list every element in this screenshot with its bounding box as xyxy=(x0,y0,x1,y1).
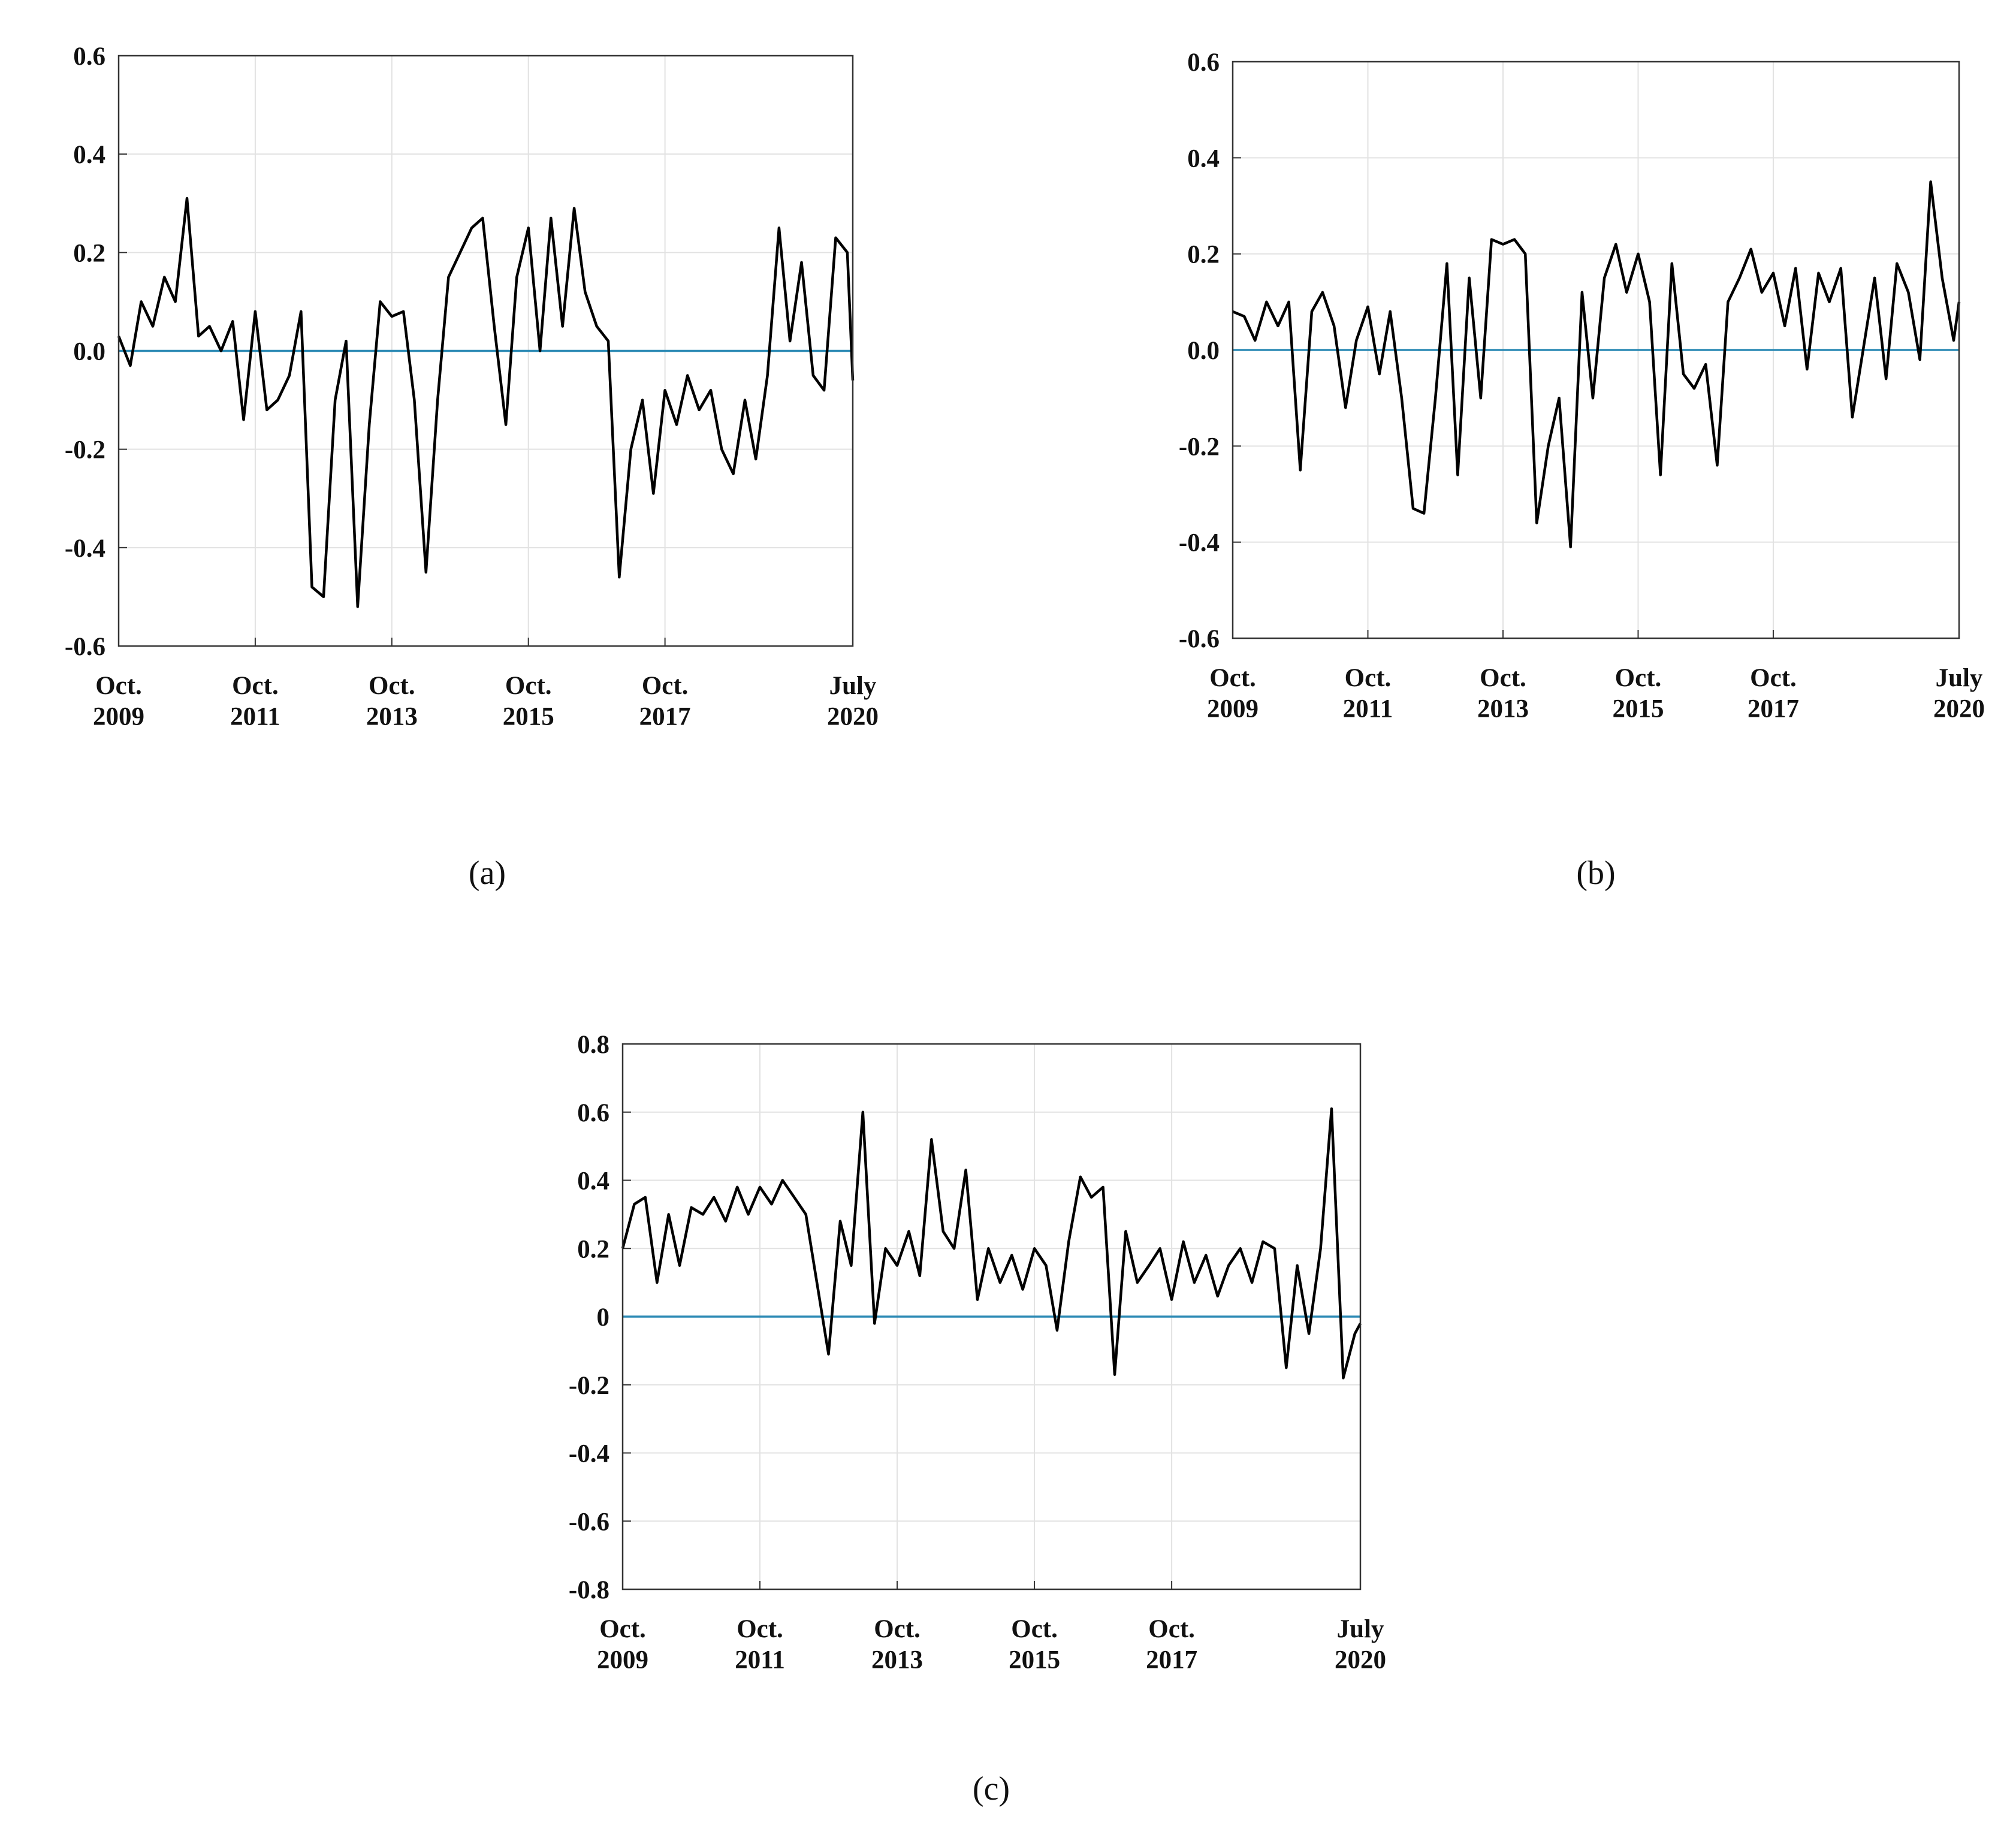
chart-panel: -0.6 -0.4 -0.2 0.0 0.2 0.4 0.6 Oct. 2009 Oct. 2011… xyxy=(65,43,879,892)
chart-panel: -0.8 -0.6 -0.4 -0.2 0 0.2 0.4 0.6 0.8 Oct. 2009 Oct… xyxy=(569,1031,1386,1807)
y-tick-label: 0.2 xyxy=(577,1235,609,1263)
plot-frame xyxy=(1232,61,1960,639)
panel-label: (b) xyxy=(1576,855,1615,892)
y-tick-label: 0.6 xyxy=(1187,49,1220,77)
y-tick-label: -0.4 xyxy=(65,535,105,563)
y-tick-label: 0.6 xyxy=(577,1099,609,1127)
y-tick-label: -0.8 xyxy=(569,1576,609,1604)
x-tick-label: Oct. 2009 xyxy=(597,1615,648,1674)
y-tick-label: -0.6 xyxy=(569,1508,609,1536)
y-tick-label: -0.4 xyxy=(1179,529,1220,557)
x-tick-label: July 2020 xyxy=(1933,664,1985,723)
x-tick-label: Oct. 2009 xyxy=(1207,664,1259,723)
plot-frame xyxy=(621,1043,1362,1590)
y-tick-label: 0.2 xyxy=(73,239,105,267)
y-tick-label: 0.2 xyxy=(1187,241,1220,269)
y-tick-label: -0.6 xyxy=(1179,625,1220,653)
x-tick-label: Oct. 2013 xyxy=(366,672,418,731)
panel-label: (c) xyxy=(973,1770,1010,1807)
x-tick-label: Oct. 2013 xyxy=(871,1615,923,1674)
x-tick-label: Oct. 2011 xyxy=(230,672,280,731)
data-line xyxy=(117,197,855,608)
x-tick-label: Oct. 2009 xyxy=(93,672,144,731)
y-tick-label: 0.4 xyxy=(73,141,105,169)
y-tick-label: 0.0 xyxy=(73,338,105,366)
y-tick-label: -0.2 xyxy=(569,1372,609,1400)
y-tick-label: 0.0 xyxy=(1187,337,1220,365)
x-tick-label: Oct. 2015 xyxy=(1612,664,1664,723)
x-tick-label: Oct. 2017 xyxy=(1748,664,1799,723)
x-tick-label: Oct. 2015 xyxy=(503,672,554,731)
chart-panel: -0.6 -0.4 -0.2 0.0 0.2 0.4 0.6 Oct. 2009 Oct. 2011… xyxy=(1179,49,1985,892)
x-tick-label: Oct. 2011 xyxy=(1343,664,1393,723)
y-tick-label: 0.8 xyxy=(577,1031,609,1059)
x-tick-label: Oct. 2011 xyxy=(735,1615,785,1674)
y-tick-label: -0.6 xyxy=(65,633,105,661)
y-tick-label: 0.6 xyxy=(73,43,105,71)
panel-label: (a) xyxy=(469,855,506,892)
plot-frame xyxy=(117,55,854,647)
data-line xyxy=(621,1107,1362,1380)
x-tick-label: Oct. 2017 xyxy=(1146,1615,1197,1674)
y-tick-label: -0.4 xyxy=(569,1440,609,1468)
y-tick-label: 0.4 xyxy=(577,1167,609,1196)
y-tick-label: 0 xyxy=(597,1303,610,1332)
x-tick-label: Oct. 2013 xyxy=(1477,664,1529,723)
x-tick-label: Oct. 2017 xyxy=(639,672,691,731)
x-tick-label: July 2020 xyxy=(1335,1615,1386,1674)
y-tick-label: -0.2 xyxy=(65,436,105,464)
y-tick-label: 0.4 xyxy=(1187,144,1220,173)
x-tick-label: Oct. 2015 xyxy=(1009,1615,1060,1674)
y-tick-label: -0.2 xyxy=(1179,433,1220,461)
data-line xyxy=(1232,180,1961,548)
x-tick-label: July 2020 xyxy=(827,672,879,731)
